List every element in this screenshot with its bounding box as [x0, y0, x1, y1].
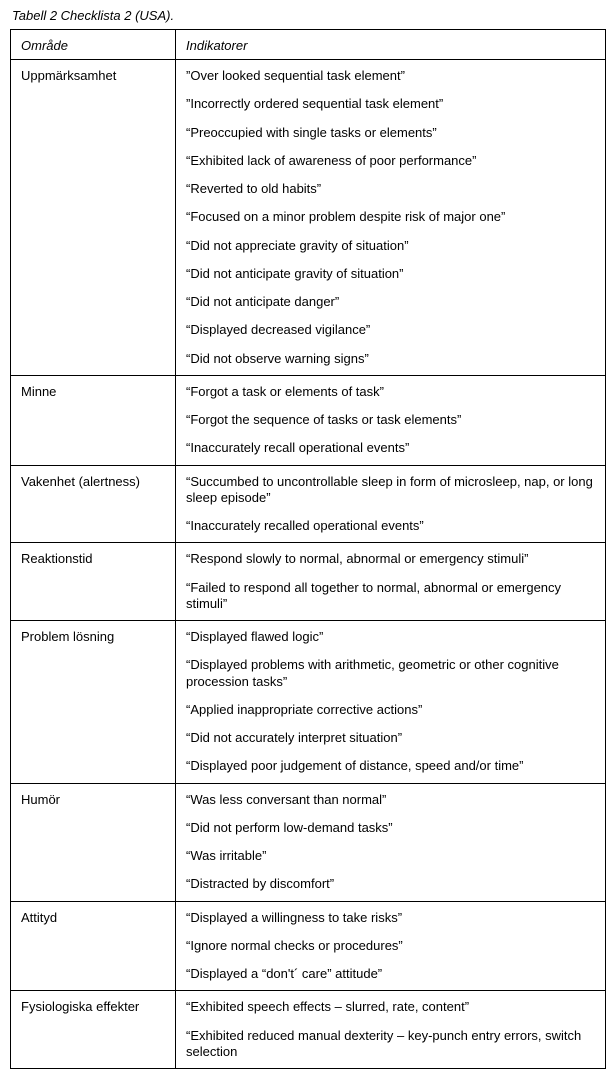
indicator-text: “Succumbed to uncontrollable sleep in fo…: [186, 474, 595, 507]
table-row: Humör “Was less conversant than normal” “D…: [11, 783, 606, 901]
indicator-text: “Displayed a “don't´ care” attitude”: [186, 966, 595, 982]
table-row: Vakenhet (alertness) “Succumbed to uncont…: [11, 465, 606, 543]
area-cell: Minne: [11, 375, 176, 465]
indicators-cell: “Displayed flawed logic” “Displayed probl…: [176, 621, 606, 784]
indicator-text: “Displayed problems with arithmetic, geo…: [186, 657, 595, 690]
indicator-text: “Exhibited reduced manual dexterity – ke…: [186, 1028, 595, 1061]
table-row: Problem lösning“Displayed flawed logic”“…: [11, 621, 606, 784]
indicator-text: “Preoccupied with single tasks or elemen…: [186, 125, 595, 141]
indicator-text: “Did not appreciate gravity of situation…: [186, 238, 595, 254]
indicator-text: “Focused on a minor problem despite risk…: [186, 209, 595, 225]
indicator-text: “Displayed flawed logic”: [186, 629, 595, 645]
indicator-text: “Was irritable”: [186, 848, 595, 864]
area-cell: Reaktionstid: [11, 543, 176, 621]
indicator-text: “Respond slowly to normal, abnormal or e…: [186, 551, 595, 567]
indicator-text: “Displayed poor judgement of distance, s…: [186, 758, 595, 774]
checklist-table: Område Indikatorer Uppmärksamhet”Over lo…: [10, 29, 606, 1069]
indicator-text: “Applied inappropriate corrective action…: [186, 702, 595, 718]
indicator-text: “Ignore normal checks or procedures”: [186, 938, 595, 954]
indicator-text: “Was less conversant than normal”: [186, 792, 595, 808]
indicator-text: “Did not observe warning signs”: [186, 351, 595, 367]
indicators-cell: “Succumbed to uncontrollable sleep in fo…: [176, 465, 606, 543]
header-indicators: Indikatorer: [176, 30, 606, 60]
table-header-row: Område Indikatorer: [11, 30, 606, 60]
table-row: Minne“Forgot a task or elements of task”…: [11, 375, 606, 465]
table-caption: Tabell 2 Checklista 2 (USA).: [12, 8, 605, 23]
area-cell: Humör: [11, 783, 176, 901]
indicator-text: ”Incorrectly ordered sequential task ele…: [186, 96, 595, 112]
indicators-cell: ”Over looked sequential task element” ”In…: [176, 60, 606, 376]
area-cell: Problem lösning: [11, 621, 176, 784]
indicator-text: “Inaccurately recalled operational event…: [186, 518, 595, 534]
indicator-text: “Failed to respond all together to norma…: [186, 580, 595, 613]
indicators-cell: “Displayed a willingness to take risks” “…: [176, 901, 606, 991]
area-cell: Fysiologiska effekter: [11, 991, 176, 1069]
indicator-text: “Did not anticipate gravity of situation…: [186, 266, 595, 282]
indicator-text: “Did not perform low-demand tasks”: [186, 820, 595, 836]
indicators-cell: “Was less conversant than normal” “Did no…: [176, 783, 606, 901]
indicator-text: “Did not accurately interpret situation”: [186, 730, 595, 746]
table-row: Fysiologiska effekter “Exhibited speech e…: [11, 991, 606, 1069]
indicator-text: ”Over looked sequential task element”: [186, 68, 595, 84]
area-cell: Attityd: [11, 901, 176, 991]
indicator-text: “Reverted to old habits”: [186, 181, 595, 197]
indicators-cell: “Respond slowly to normal, abnormal or e…: [176, 543, 606, 621]
table-row: Reaktionstid “Respond slowly to normal, a…: [11, 543, 606, 621]
indicator-text: “Displayed a willingness to take risks”: [186, 910, 595, 926]
indicator-text: “Did not anticipate danger”: [186, 294, 595, 310]
indicator-text: “Displayed decreased vigilance”: [186, 322, 595, 338]
table-row: Uppmärksamhet”Over looked sequential tas…: [11, 60, 606, 376]
indicators-cell: “Forgot a task or elements of task” “Forg…: [176, 375, 606, 465]
header-area: Område: [11, 30, 176, 60]
indicator-text: “Forgot a task or elements of task”: [186, 384, 595, 400]
indicator-text: “Exhibited lack of awareness of poor per…: [186, 153, 595, 169]
table-row: Attityd“Displayed a willingness to take …: [11, 901, 606, 991]
area-cell: Vakenhet (alertness): [11, 465, 176, 543]
indicator-text: “Exhibited speech effects – slurred, rat…: [186, 999, 595, 1015]
indicator-text: “Forgot the sequence of tasks or task el…: [186, 412, 595, 428]
indicators-cell: “Exhibited speech effects – slurred, rat…: [176, 991, 606, 1069]
indicator-text: “Distracted by discomfort”: [186, 876, 595, 892]
area-cell: Uppmärksamhet: [11, 60, 176, 376]
indicator-text: “Inaccurately recall operational events”: [186, 440, 595, 456]
